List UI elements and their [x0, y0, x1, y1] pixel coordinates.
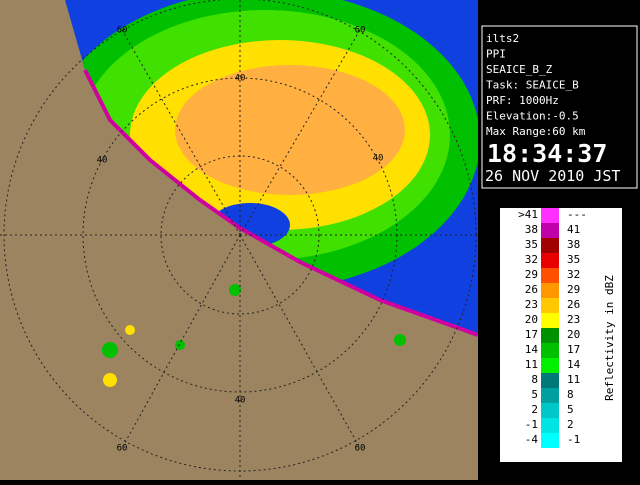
- legend-high: 38: [567, 238, 580, 251]
- legend-low: 8: [531, 373, 538, 386]
- legend-low: 32: [525, 253, 538, 266]
- legend-high: 2: [567, 418, 574, 431]
- date: 26 NOV 2010 JST: [485, 167, 620, 185]
- legend-swatch: [541, 433, 559, 448]
- legend-swatch: [541, 283, 559, 298]
- info-line: Elevation:-0.5: [486, 110, 579, 123]
- info: ilts2 PPI SEAICE_B_Z Task: SEAICE_B PRF: 100…: [486, 32, 586, 138]
- legend-low: 14: [525, 343, 539, 356]
- legend-low: -1: [525, 418, 538, 431]
- info-line: SEAICE_B_Z: [486, 63, 553, 76]
- legend-box: [500, 208, 622, 462]
- legend-high: 17: [567, 343, 580, 356]
- range-label: 60: [355, 26, 366, 36]
- legend-high: 14: [567, 358, 581, 371]
- range-label: 40: [235, 396, 246, 406]
- legend-high: 5: [567, 403, 574, 416]
- legend-high: ---: [567, 208, 587, 221]
- legend-title: Reflectivity in dBZ: [603, 275, 616, 401]
- legend-high: 32: [567, 268, 580, 281]
- legend-low: >41: [518, 208, 538, 221]
- legend-swatch: [541, 298, 559, 313]
- legend-high: 8: [567, 388, 574, 401]
- legend-swatch: [541, 358, 559, 373]
- range-label: 60: [117, 26, 128, 36]
- coast-echo: [83, 69, 478, 337]
- legend-low: 20: [525, 313, 538, 326]
- legend-low: 17: [525, 328, 538, 341]
- legend-low: -4: [525, 433, 539, 446]
- info-line: PPI: [486, 48, 506, 61]
- legend-swatch: [541, 343, 559, 358]
- legend-high: 11: [567, 373, 580, 386]
- legend-swatch: [541, 388, 559, 403]
- legend-low: 23: [525, 298, 538, 311]
- legend-swatch: [541, 208, 559, 223]
- info-line: Task: SEAICE_B: [486, 79, 579, 92]
- info-line: PRF: 1000Hz: [486, 94, 559, 107]
- legend-swatch: [541, 418, 559, 433]
- info-box: [481, 25, 638, 189]
- range-rings: [0, 0, 478, 480]
- radar-image: 60 60 40 40 40 40 60 60: [0, 0, 478, 480]
- legend-swatch: [541, 253, 559, 268]
- legend: >41 --- 38 41 35 38 32 35 29 32 26 29 23 26 20 23 17 20 14…: [518, 208, 587, 448]
- legend-swatch: [541, 328, 559, 343]
- legend-swatch: [541, 373, 559, 388]
- legend-high: 29: [567, 283, 580, 296]
- legend-low: 2: [531, 403, 538, 416]
- range-label: 60: [355, 444, 366, 454]
- range-label: 40: [235, 74, 246, 84]
- legend-low: 38: [525, 223, 538, 236]
- legend-swatch: [541, 268, 559, 283]
- legend-high: 20: [567, 328, 580, 341]
- legend-low: 5: [531, 388, 538, 401]
- range-label: 40: [97, 156, 108, 166]
- legend-swatch: [541, 313, 559, 328]
- legend-swatch: [541, 238, 559, 253]
- legend-high: 35: [567, 253, 580, 266]
- time: 18:34:37: [487, 139, 607, 168]
- legend-low: 26: [525, 283, 538, 296]
- legend-high: 23: [567, 313, 580, 326]
- range-label: 60: [117, 444, 128, 454]
- legend-low: 29: [525, 268, 538, 281]
- legend-low: 35: [525, 238, 538, 251]
- legend-swatch: [541, 403, 559, 418]
- legend-high: 41: [567, 223, 580, 236]
- legend-high: 26: [567, 298, 580, 311]
- legend-low: 11: [525, 358, 538, 371]
- range-label: 40: [373, 154, 384, 164]
- legend-high: -1: [567, 433, 580, 446]
- land-echo: [102, 284, 406, 387]
- info-line: ilts2: [486, 32, 519, 45]
- info-line: Max Range:60 km: [486, 125, 586, 138]
- legend-swatch: [541, 223, 559, 238]
